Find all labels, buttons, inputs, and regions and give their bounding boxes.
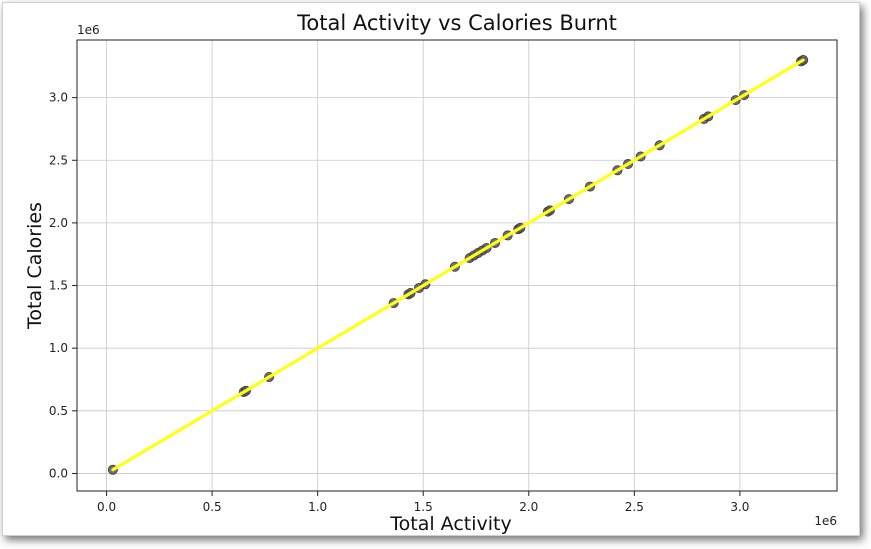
x-tick-label-2: 1.0 [308,500,327,514]
y-tick-label-2: 1.0 [49,341,68,355]
grid [77,40,837,491]
x-axis-offset-label: 1e6 [814,514,837,528]
scatter-chart: Total Activity vs Calories Burnt 0.0 0.5 1… [24,11,838,535]
y-axis-ticks: 0.0 0.5 1.0 1.5 2.0 2.5 3.0 [49,91,77,480]
y-axis-offset-label: 1e6 [77,23,100,37]
y-tick-label-0: 0.0 [49,466,68,480]
y-axis-label: Total Calories [24,202,46,330]
y-tick-label-3: 1.5 [49,279,68,293]
x-axis-label: Total Activity [389,513,511,535]
y-tick-label-6: 3.0 [49,91,68,105]
plot-area-border [76,39,838,492]
x-tick-label-5: 2.5 [625,500,644,514]
x-tick-label-0: 0.0 [97,500,116,514]
x-tick-label-3: 1.5 [414,500,433,514]
chart-title: Total Activity vs Calories Burnt [296,11,617,35]
chart-frame: Total Activity vs Calories Burnt 0.0 0.5 1… [2,2,860,536]
trend-line [111,58,805,472]
x-tick-label-1: 0.5 [203,500,222,514]
x-tick-label-4: 2.0 [519,500,538,514]
y-tick-label-4: 2.0 [49,216,68,230]
trend-line-group [111,58,805,472]
y-tick-label-5: 2.5 [49,153,68,167]
x-axis-ticks: 0.0 0.5 1.0 1.5 2.0 2.5 3.0 [97,491,749,514]
y-tick-label-1: 0.5 [49,404,68,418]
x-tick-label-6: 3.0 [730,500,749,514]
